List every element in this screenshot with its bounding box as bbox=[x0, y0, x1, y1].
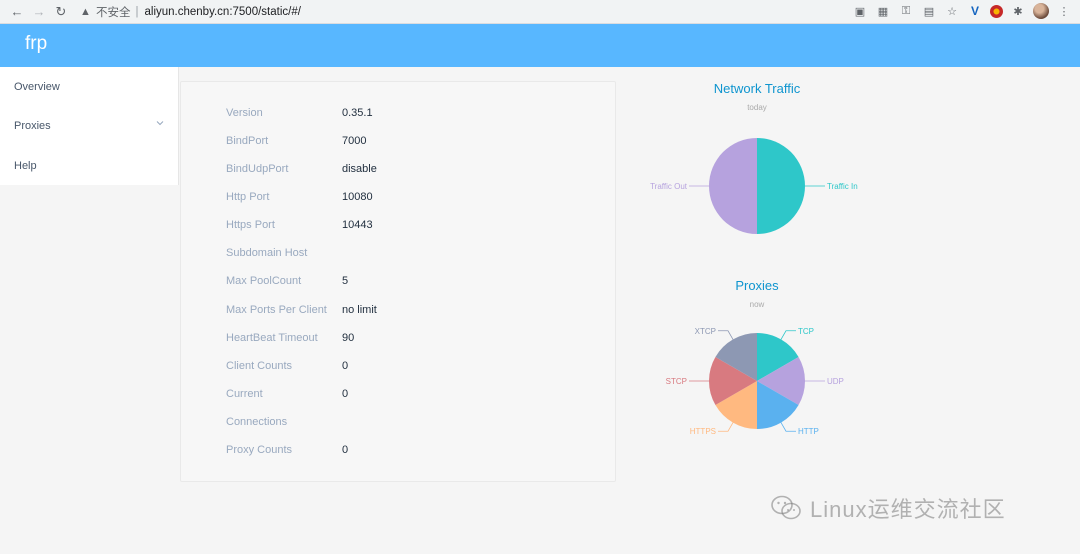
info-value: 90 bbox=[342, 332, 355, 344]
pie-label: HTTP bbox=[798, 427, 819, 436]
address-separator: | bbox=[135, 5, 139, 18]
pie-label: Traffic Out bbox=[650, 182, 688, 191]
sidebar-item-help[interactable]: Help bbox=[0, 146, 179, 185]
traffic-pie-chart[interactable]: Traffic In Traffic Out bbox=[630, 120, 890, 260]
app-header: frp bbox=[0, 24, 1080, 67]
info-row-subdomain-host: Subdomain Host bbox=[226, 245, 342, 261]
pie-label: STCP bbox=[666, 377, 687, 386]
puzzle-icon[interactable]: ✱ bbox=[1013, 5, 1023, 18]
info-value: 7000 bbox=[342, 135, 367, 147]
extension-icon[interactable] bbox=[990, 4, 1003, 18]
pie-slice-xtcp[interactable] bbox=[715, 333, 757, 381]
info-row-https-port: Https Port 10443 bbox=[226, 217, 373, 233]
pie-label-line bbox=[780, 422, 796, 432]
proxies-pie-chart[interactable]: TCP UDP HTTP HTTPS STCP XTCP bbox=[630, 315, 890, 455]
pie-label: UDP bbox=[827, 377, 844, 386]
pie-label: HTTPS bbox=[690, 427, 716, 436]
info-row-bindudpport: BindUdpPort disable bbox=[226, 161, 377, 177]
info-row-connections: Connections bbox=[226, 414, 342, 430]
address-bar[interactable]: ▲ 不安全 | aliyun.chenby.cn:7500/static/#/ bbox=[80, 2, 960, 21]
info-label: Subdomain Host bbox=[226, 247, 308, 259]
avatar[interactable] bbox=[1033, 3, 1049, 19]
back-icon[interactable]: ← bbox=[10, 4, 24, 19]
reload-icon[interactable]: ↻ bbox=[55, 3, 67, 19]
pie-label: Traffic In bbox=[827, 182, 858, 191]
server-info-card: Version 0.35.1 BindPort 7000 BindUdpPort… bbox=[180, 81, 616, 482]
pie-slice-https[interactable] bbox=[715, 381, 757, 429]
chevron-down-icon bbox=[156, 121, 164, 126]
pie-slice-http[interactable] bbox=[757, 381, 799, 429]
proxies-chart-subtitle: now bbox=[749, 300, 765, 309]
info-label: Max PoolCount bbox=[226, 275, 302, 287]
proxies-chart-title: Proxies bbox=[735, 278, 779, 293]
star-icon[interactable]: ☆ bbox=[947, 5, 957, 18]
pie-slice-traffic-out[interactable] bbox=[709, 138, 757, 234]
vue-extension-icon[interactable]: V bbox=[970, 4, 979, 18]
pie-slice-traffic-in[interactable] bbox=[757, 138, 805, 234]
browser-toolbar: ← → ↻ ▲ 不安全 | aliyun.chenby.cn:7500/stat… bbox=[0, 0, 1080, 24]
sidebar-item-label: Overview bbox=[14, 80, 60, 93]
sidebar-item-overview[interactable]: Overview bbox=[0, 67, 179, 106]
forward-icon[interactable]: → bbox=[32, 4, 46, 19]
info-row-heartbeat-timeout: HeartBeat Timeout 90 bbox=[226, 330, 354, 346]
pie-label: TCP bbox=[798, 327, 814, 336]
info-row-bindport: BindPort 7000 bbox=[226, 133, 366, 149]
brand-title[interactable]: frp bbox=[25, 33, 48, 54]
info-label: Proxy Counts bbox=[226, 444, 293, 456]
sidebar: Overview Proxies Help bbox=[0, 67, 179, 185]
pie-label-line bbox=[718, 422, 734, 432]
warning-icon: ▲ bbox=[80, 5, 91, 18]
watermark: Linux运维交流社区 bbox=[770, 490, 1006, 526]
info-label: HeartBeat Timeout bbox=[226, 332, 318, 344]
wechat-icon bbox=[771, 495, 801, 520]
info-value: 5 bbox=[342, 275, 349, 287]
key-icon[interactable]: ⚿ bbox=[901, 4, 911, 17]
pie-slice-tcp[interactable] bbox=[757, 333, 799, 381]
info-label: Connections bbox=[226, 416, 288, 428]
info-value: 0 bbox=[342, 360, 349, 372]
info-label: Http Port bbox=[226, 191, 270, 203]
pie-label: XTCP bbox=[695, 327, 716, 336]
sidebar-item-label: Help bbox=[14, 159, 37, 172]
info-label: Max Ports Per Client bbox=[226, 304, 327, 316]
info-row-current: Current 0 bbox=[226, 386, 348, 402]
pie-label-line bbox=[780, 330, 796, 340]
url-text: aliyun.chenby.cn:7500/static/#/ bbox=[144, 5, 301, 18]
info-row-max-poolcount: Max PoolCount 5 bbox=[226, 273, 348, 289]
info-value: 0 bbox=[342, 388, 349, 400]
info-label: BindPort bbox=[226, 135, 269, 147]
info-label: Current bbox=[226, 388, 263, 400]
info-value: 0.35.1 bbox=[342, 107, 373, 119]
info-label: Version bbox=[226, 107, 263, 119]
insecure-label: 不安全 bbox=[96, 6, 131, 19]
pie-slice-stcp[interactable] bbox=[709, 357, 757, 405]
watermark-text: Linux运维交流社区 bbox=[810, 497, 1006, 522]
pie-label-line bbox=[718, 330, 734, 340]
info-value: no limit bbox=[342, 304, 377, 316]
qr-icon[interactable]: ▦ bbox=[877, 5, 889, 18]
traffic-chart-title: Network Traffic bbox=[713, 81, 801, 96]
info-row-proxy-counts: Proxy Counts 0 bbox=[226, 442, 348, 458]
translate-icon[interactable]: ▤ bbox=[923, 5, 935, 18]
info-row-http-port: Http Port 10080 bbox=[226, 189, 373, 205]
info-label: Https Port bbox=[226, 219, 275, 231]
info-value: 10443 bbox=[342, 219, 373, 231]
info-row-client-counts: Client Counts 0 bbox=[226, 358, 348, 374]
kebab-menu-icon[interactable]: ⋮ bbox=[1058, 5, 1070, 18]
traffic-chart-subtitle: today bbox=[747, 103, 767, 112]
info-row-version: Version 0.35.1 bbox=[226, 105, 373, 121]
cast-icon[interactable]: ▣ bbox=[854, 5, 866, 18]
info-value: 0 bbox=[342, 444, 349, 456]
info-value: disable bbox=[342, 163, 377, 175]
sidebar-item-label: Proxies bbox=[14, 119, 51, 132]
sidebar-item-proxies[interactable]: Proxies bbox=[0, 106, 179, 145]
pie-slice-udp[interactable] bbox=[757, 357, 805, 405]
info-row-max-ports-per-client: Max Ports Per Client no limit bbox=[226, 302, 377, 318]
info-value: 10080 bbox=[342, 191, 373, 203]
info-label: BindUdpPort bbox=[226, 163, 289, 175]
info-label: Client Counts bbox=[226, 360, 293, 372]
